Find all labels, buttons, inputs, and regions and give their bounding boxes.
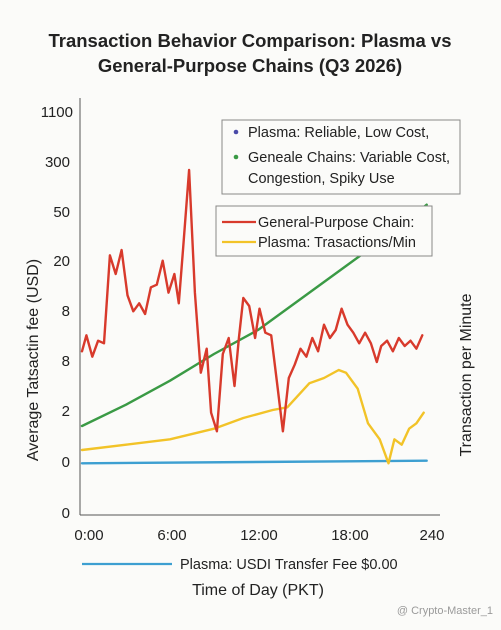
y-tick-label: 300 [45,154,70,171]
legend-mid-box [215,205,433,257]
legend-top: Plasma: Reliable, Low Cost, Geneale Chai… [221,119,461,195]
legend-marker-plasma [233,129,239,135]
y-tick-label: 50 [53,204,70,221]
y-tick-label: 20 [53,253,70,270]
y-tick-label: 8 [62,303,70,320]
y-tick-label: 8 [62,353,70,370]
x-axis-label: Time of Day (PKT) [192,582,324,599]
legend-mid-entry: Plasma: Trasactions/Min [258,235,416,251]
legend-bottom: Plasma: USDI Transfer Fee $0.00 [82,557,398,573]
y-axis-label-right: Transaction per Minute [458,293,475,456]
x-tick-label: 18:00 [331,527,369,544]
series-line-1 [80,368,425,465]
y-tick-label: 1100 [41,104,73,121]
chart-title-line-2: General-Purpose Chains (Q3 2026) [98,55,402,76]
x-tick-label: 240 [419,527,444,544]
legend-top-entry: Geneale Chains: Variable Cost, [248,150,450,166]
series-line-3 [80,459,428,465]
x-tick-label: 0:00 [74,527,103,544]
legend-mid-entry: General-Purpose Chain: [258,215,414,231]
legend-top-entry: Plasma: Reliable, Low Cost, [248,125,429,141]
legend-top-box [221,119,461,195]
chart-title-line-1: Transaction Behavior Comparison: Plasma … [48,30,451,51]
y-tick-label: 2 [62,403,70,420]
x-tick-label: 6:00 [157,527,186,544]
legend-marker-general [233,154,239,160]
y-axis-label-left: Average Tatsactin fee (USD) [25,259,42,461]
x-tick-label: 12:00 [240,527,278,544]
series-line-0 [80,168,424,433]
y-tick-label: 0 [62,454,70,471]
watermark: @ Crypto-Master_1 [397,605,493,617]
y-tick-label: 0 [62,505,70,522]
legend-bottom-entry: Plasma: USDI Transfer Fee $0.00 [180,557,398,573]
legend-mid: General-Purpose Chain: Plasma: Trasactio… [215,205,433,257]
legend-top-entry: Congestion, Spiky Use [248,171,395,187]
